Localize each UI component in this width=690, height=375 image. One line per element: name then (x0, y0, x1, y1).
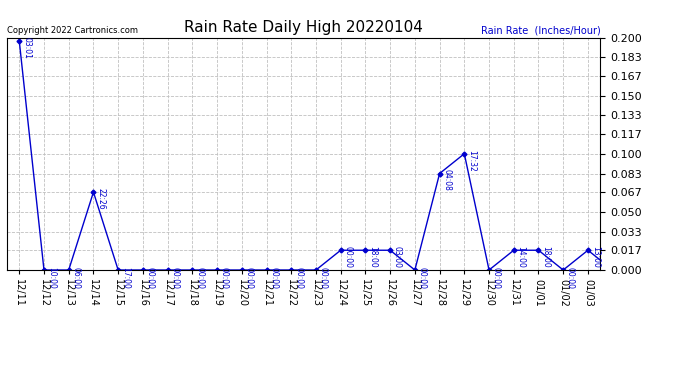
Text: 00:00: 00:00 (492, 267, 501, 289)
Text: 13:00: 13:00 (591, 246, 600, 268)
Text: 00:00: 00:00 (220, 267, 229, 289)
Text: 03:01: 03:01 (22, 37, 31, 59)
Text: 06:00: 06:00 (72, 267, 81, 289)
Text: 03:00: 03:00 (393, 246, 402, 268)
Text: Copyright 2022 Cartronics.com: Copyright 2022 Cartronics.com (7, 26, 138, 35)
Text: 00:00: 00:00 (0, 374, 1, 375)
Text: 10:00: 10:00 (47, 267, 56, 289)
Text: 18:00: 18:00 (541, 246, 550, 268)
Text: 22:26: 22:26 (96, 188, 105, 210)
Text: 00:00: 00:00 (170, 267, 179, 289)
Text: 00:00: 00:00 (319, 267, 328, 289)
Text: 17:32: 17:32 (467, 150, 476, 171)
Text: 00:00: 00:00 (344, 246, 353, 268)
Title: Rain Rate Daily High 20220104: Rain Rate Daily High 20220104 (184, 20, 423, 35)
Text: 18:00: 18:00 (368, 246, 377, 268)
Text: 14:00: 14:00 (517, 246, 526, 268)
Text: 00:00: 00:00 (195, 267, 204, 289)
Text: 00:00: 00:00 (566, 267, 575, 289)
Text: 00:00: 00:00 (146, 267, 155, 289)
Text: 04:08: 04:08 (442, 170, 451, 191)
Text: Rain Rate  (Inches/Hour): Rain Rate (Inches/Hour) (480, 25, 600, 35)
Text: 00:00: 00:00 (269, 267, 278, 289)
Text: 00:00: 00:00 (294, 267, 303, 289)
Text: 00:00: 00:00 (244, 267, 253, 289)
Text: 17:00: 17:00 (121, 267, 130, 289)
Text: 00:00: 00:00 (417, 267, 426, 289)
